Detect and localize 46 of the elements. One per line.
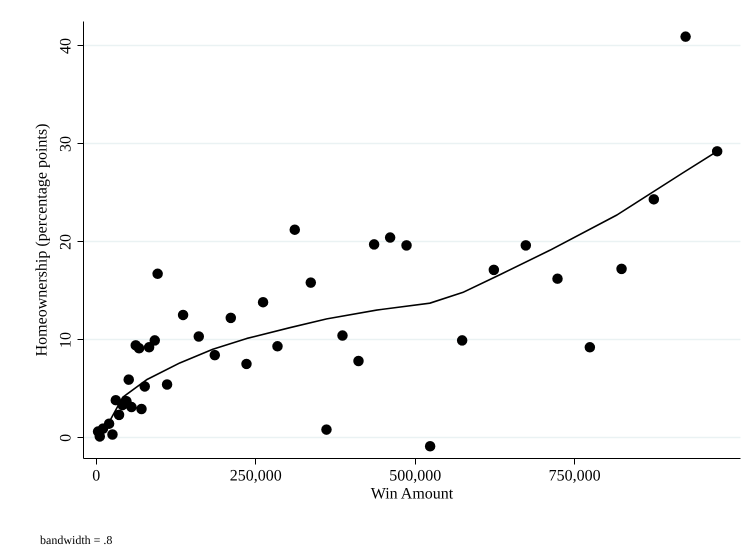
point [210,350,220,360]
x-tick-label: 500,000 [389,468,442,484]
point [337,330,348,341]
x-axis-title: Win Amount [370,486,454,502]
point [162,379,172,390]
point [226,312,236,324]
point [680,31,691,42]
x-tick-label: 750,000 [548,468,601,484]
point [368,239,380,250]
point [178,310,188,320]
x-tick-label: 0 [92,468,100,484]
point [401,240,412,251]
y-tick-label: 0 [58,434,74,442]
point [272,341,283,352]
point [194,331,204,342]
point [321,424,332,435]
point [488,264,500,276]
point [114,410,124,420]
point [306,277,316,288]
point [152,268,163,280]
y-axis-title: Homeownership (percentage points) [34,124,50,356]
point [150,335,160,346]
point [134,343,144,354]
point [290,224,300,235]
y-tick-label: 40 [58,38,74,54]
point [144,342,154,353]
x-tick-label: 250,000 [230,468,282,484]
point [456,335,468,346]
point [616,264,627,274]
point [648,194,660,205]
point [258,296,268,308]
y-tick-label: 20 [58,234,74,250]
point [353,356,364,366]
y-tick-label: 30 [58,136,74,152]
point [552,273,563,284]
point [123,374,134,385]
point [126,402,137,412]
point [107,429,118,440]
point [241,358,252,370]
y-tick-label: 10 [58,332,74,348]
point [584,342,596,353]
point [424,441,436,452]
point [136,404,147,414]
point [384,232,396,243]
text: bandwidth = .8 [40,533,112,547]
point [520,240,532,251]
